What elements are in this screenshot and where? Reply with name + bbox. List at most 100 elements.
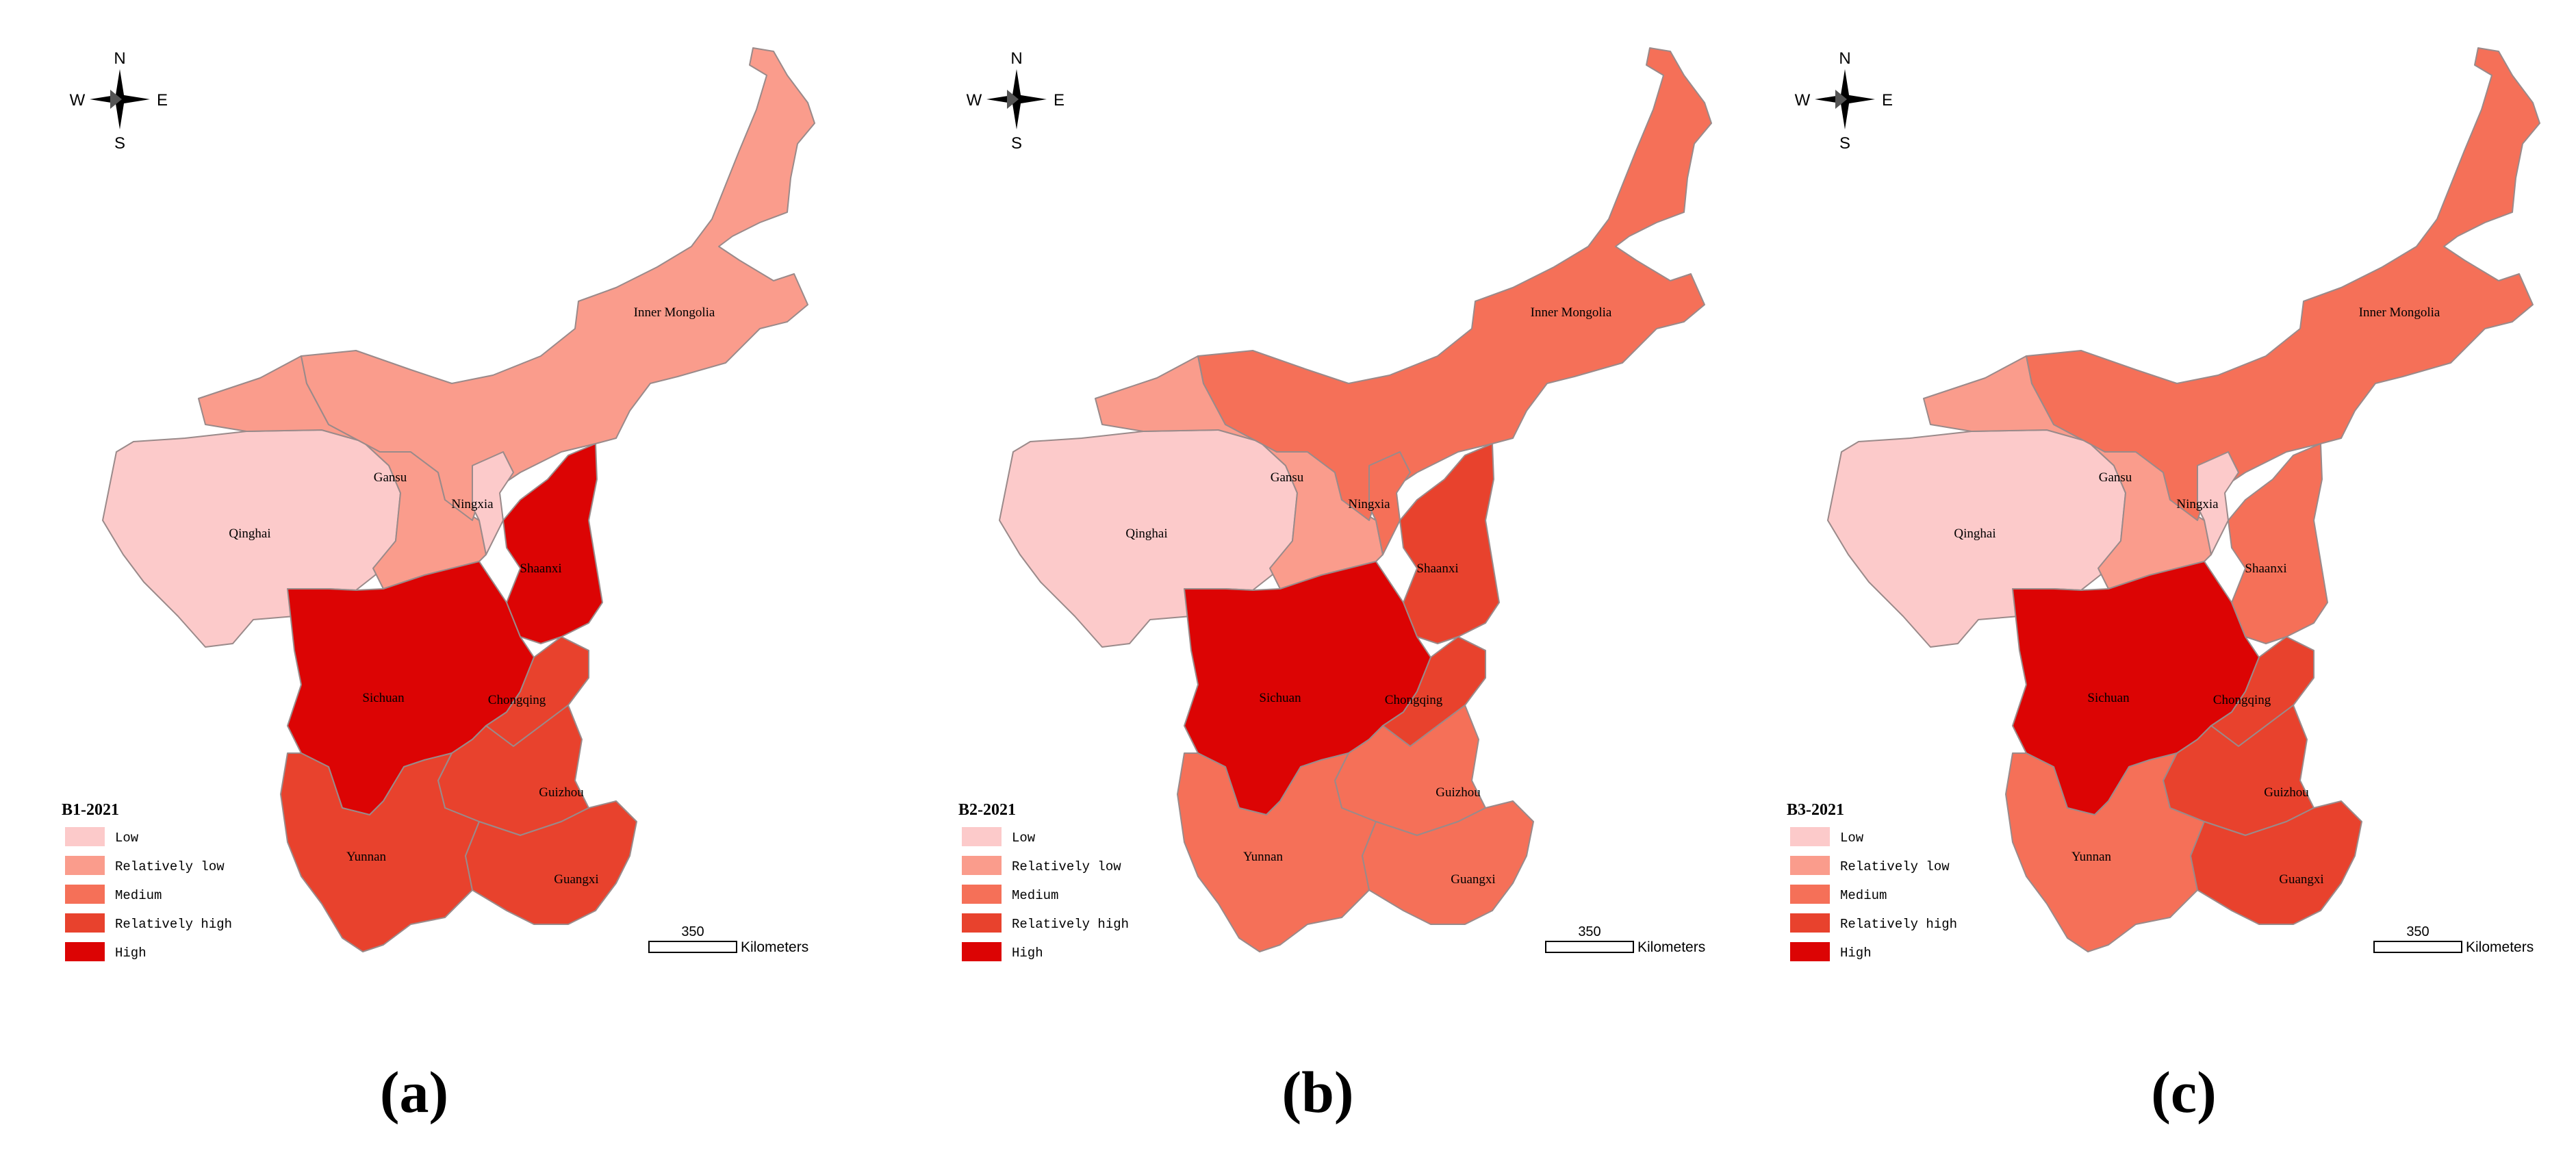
panel-label-c: (c) (2151, 1059, 2217, 1125)
compass-n-label: N (1839, 49, 1850, 68)
region-guangxi (465, 800, 637, 925)
region-shaanxi (1399, 443, 1500, 644)
legend-swatch-rhigh (962, 913, 1002, 933)
region-label-sichuan: Sichuan (1259, 691, 1301, 705)
region-label-qinghai: Qinghai (1954, 527, 1995, 541)
legend-label-rlow: Relatively low (1840, 859, 1950, 874)
panel-label-b: (b) (1281, 1059, 1354, 1125)
compass-n-label: N (114, 49, 125, 68)
region-label-sichuan: Sichuan (2087, 691, 2130, 705)
scale-bar-unit: Kilometers (741, 939, 808, 955)
scale-bar-value: 350 (2406, 924, 2429, 939)
compass-e-label: E (1054, 91, 1064, 110)
legend-swatch-med (65, 885, 105, 904)
region-label-guizhou: Guizhou (539, 785, 584, 800)
legend-swatch-low (65, 827, 105, 846)
legend-title: B3-2021 (1787, 801, 1844, 819)
region-inner-mongolia (2026, 47, 2540, 521)
region-label-chongqing: Chongqing (2213, 693, 2271, 707)
region-inner-mongolia (301, 47, 815, 521)
legend-swatch-low (962, 827, 1002, 846)
compass-s-label: S (1011, 134, 1022, 153)
region-label-ningxia: Ningxia (2176, 497, 2219, 511)
compass-w-label: W (70, 91, 86, 110)
panel-label-a: (a) (379, 1059, 449, 1125)
region-label-guangxi: Guangxi (2279, 872, 2323, 887)
legend-swatch-rlow (1790, 856, 1830, 875)
scale-bar: 350 Kilometers (648, 924, 808, 955)
legend-label-high: High (1840, 946, 1872, 961)
region-shaanxi (502, 443, 603, 644)
region-label-shaanxi: Shaanxi (1416, 561, 1458, 576)
legend-label-low: Low (1840, 831, 1864, 846)
region-label-qinghai: Qinghai (229, 527, 270, 541)
region-inner-mongolia (1197, 47, 1712, 521)
region-label-ningxia: Ningxia (451, 497, 494, 511)
region-shaanxi (2228, 443, 2328, 644)
compass-e-label: E (1882, 91, 1893, 110)
scale-bar-value: 350 (1578, 924, 1601, 939)
legend-label-low: Low (115, 831, 139, 846)
compass-s-label: S (1839, 134, 1850, 153)
scale-bar: 350 Kilometers (2373, 924, 2534, 955)
region-label-inner-mongolia: Inner Mongolia (2359, 305, 2440, 320)
region-label-guangxi: Guangxi (554, 872, 598, 887)
legend-label-med: Medium (115, 888, 162, 903)
region-label-inner-mongolia: Inner Mongolia (634, 305, 715, 320)
legend-label-rhigh: Relatively high (1012, 917, 1129, 932)
scale-bar-unit: Kilometers (2466, 939, 2534, 955)
compass-n-label: N (1010, 49, 1022, 68)
legend-label-rlow: Relatively low (115, 859, 225, 874)
region-label-inner-mongolia: Inner Mongolia (1531, 305, 1612, 320)
compass-w-label: W (1795, 91, 1811, 110)
legend-label-high: High (1012, 946, 1043, 961)
compass-e-label: E (157, 91, 168, 110)
region-label-gansu: Gansu (374, 470, 407, 485)
compass-rose-icon: N S E W (967, 49, 1064, 153)
legend-swatch-low (1790, 827, 1830, 846)
region-label-chongqing: Chongqing (488, 693, 546, 707)
legend-title: B1-2021 (62, 801, 119, 819)
compass-w-label: W (967, 91, 982, 110)
region-label-chongqing: Chongqing (1385, 693, 1443, 707)
legend: B3-2021 Low Relatively low Medium Relatively… (1787, 801, 1957, 961)
map-panel-c: N S E W Inner Mongolia Qinghai Gansu Ningxia Sha… (1787, 47, 2540, 961)
legend: B1-2021 Low Relatively low Medium Relatively… (62, 801, 232, 961)
region-guangxi (2190, 800, 2362, 925)
region-label-gansu: Gansu (2099, 470, 2132, 485)
scale-bar-unit: Kilometers (1637, 939, 1705, 955)
legend-swatch-med (1790, 885, 1830, 904)
region-label-yunnan: Yunnan (2071, 850, 2112, 864)
region-label-ningxia: Ningxia (1348, 497, 1390, 511)
legend-label-rlow: Relatively low (1012, 859, 1121, 874)
legend-swatch-high (65, 942, 105, 961)
legend-swatch-high (1790, 942, 1830, 961)
compass-rose-icon: N S E W (1795, 49, 1893, 153)
scale-bar-value: 350 (681, 924, 704, 939)
legend-swatch-rlow (65, 856, 105, 875)
scale-bar: 350 Kilometers (1545, 924, 1705, 955)
region-label-qinghai: Qinghai (1125, 527, 1167, 541)
region-label-yunnan: Yunnan (1243, 850, 1284, 864)
legend-label-rhigh: Relatively high (1840, 917, 1957, 932)
region-label-sichuan: Sichuan (362, 691, 405, 705)
province-regions (1827, 47, 2540, 952)
map-panel-a: N S E W Inner Mongolia Qinghai Gansu Ningxia Sha… (62, 47, 815, 961)
legend-swatch-rhigh (65, 913, 105, 933)
compass-s-label: S (114, 134, 125, 153)
legend-label-med: Medium (1840, 888, 1887, 903)
region-label-shaanxi: Shaanxi (520, 561, 561, 576)
map-panel-b: N S E W Inner Mongolia Qinghai Gansu Ningxia Sha… (958, 47, 1712, 961)
legend-label-med: Medium (1012, 888, 1058, 903)
legend-label-rhigh: Relatively high (115, 917, 232, 932)
province-regions (102, 47, 815, 952)
region-label-yunnan: Yunnan (346, 850, 387, 864)
legend-swatch-rlow (962, 856, 1002, 875)
legend-swatch-rhigh (1790, 913, 1830, 933)
legend-label-low: Low (1012, 831, 1036, 846)
legend-title: B2-2021 (958, 801, 1016, 819)
region-label-guizhou: Guizhou (2264, 785, 2309, 800)
province-regions (999, 47, 1712, 952)
region-label-shaanxi: Shaanxi (2245, 561, 2286, 576)
